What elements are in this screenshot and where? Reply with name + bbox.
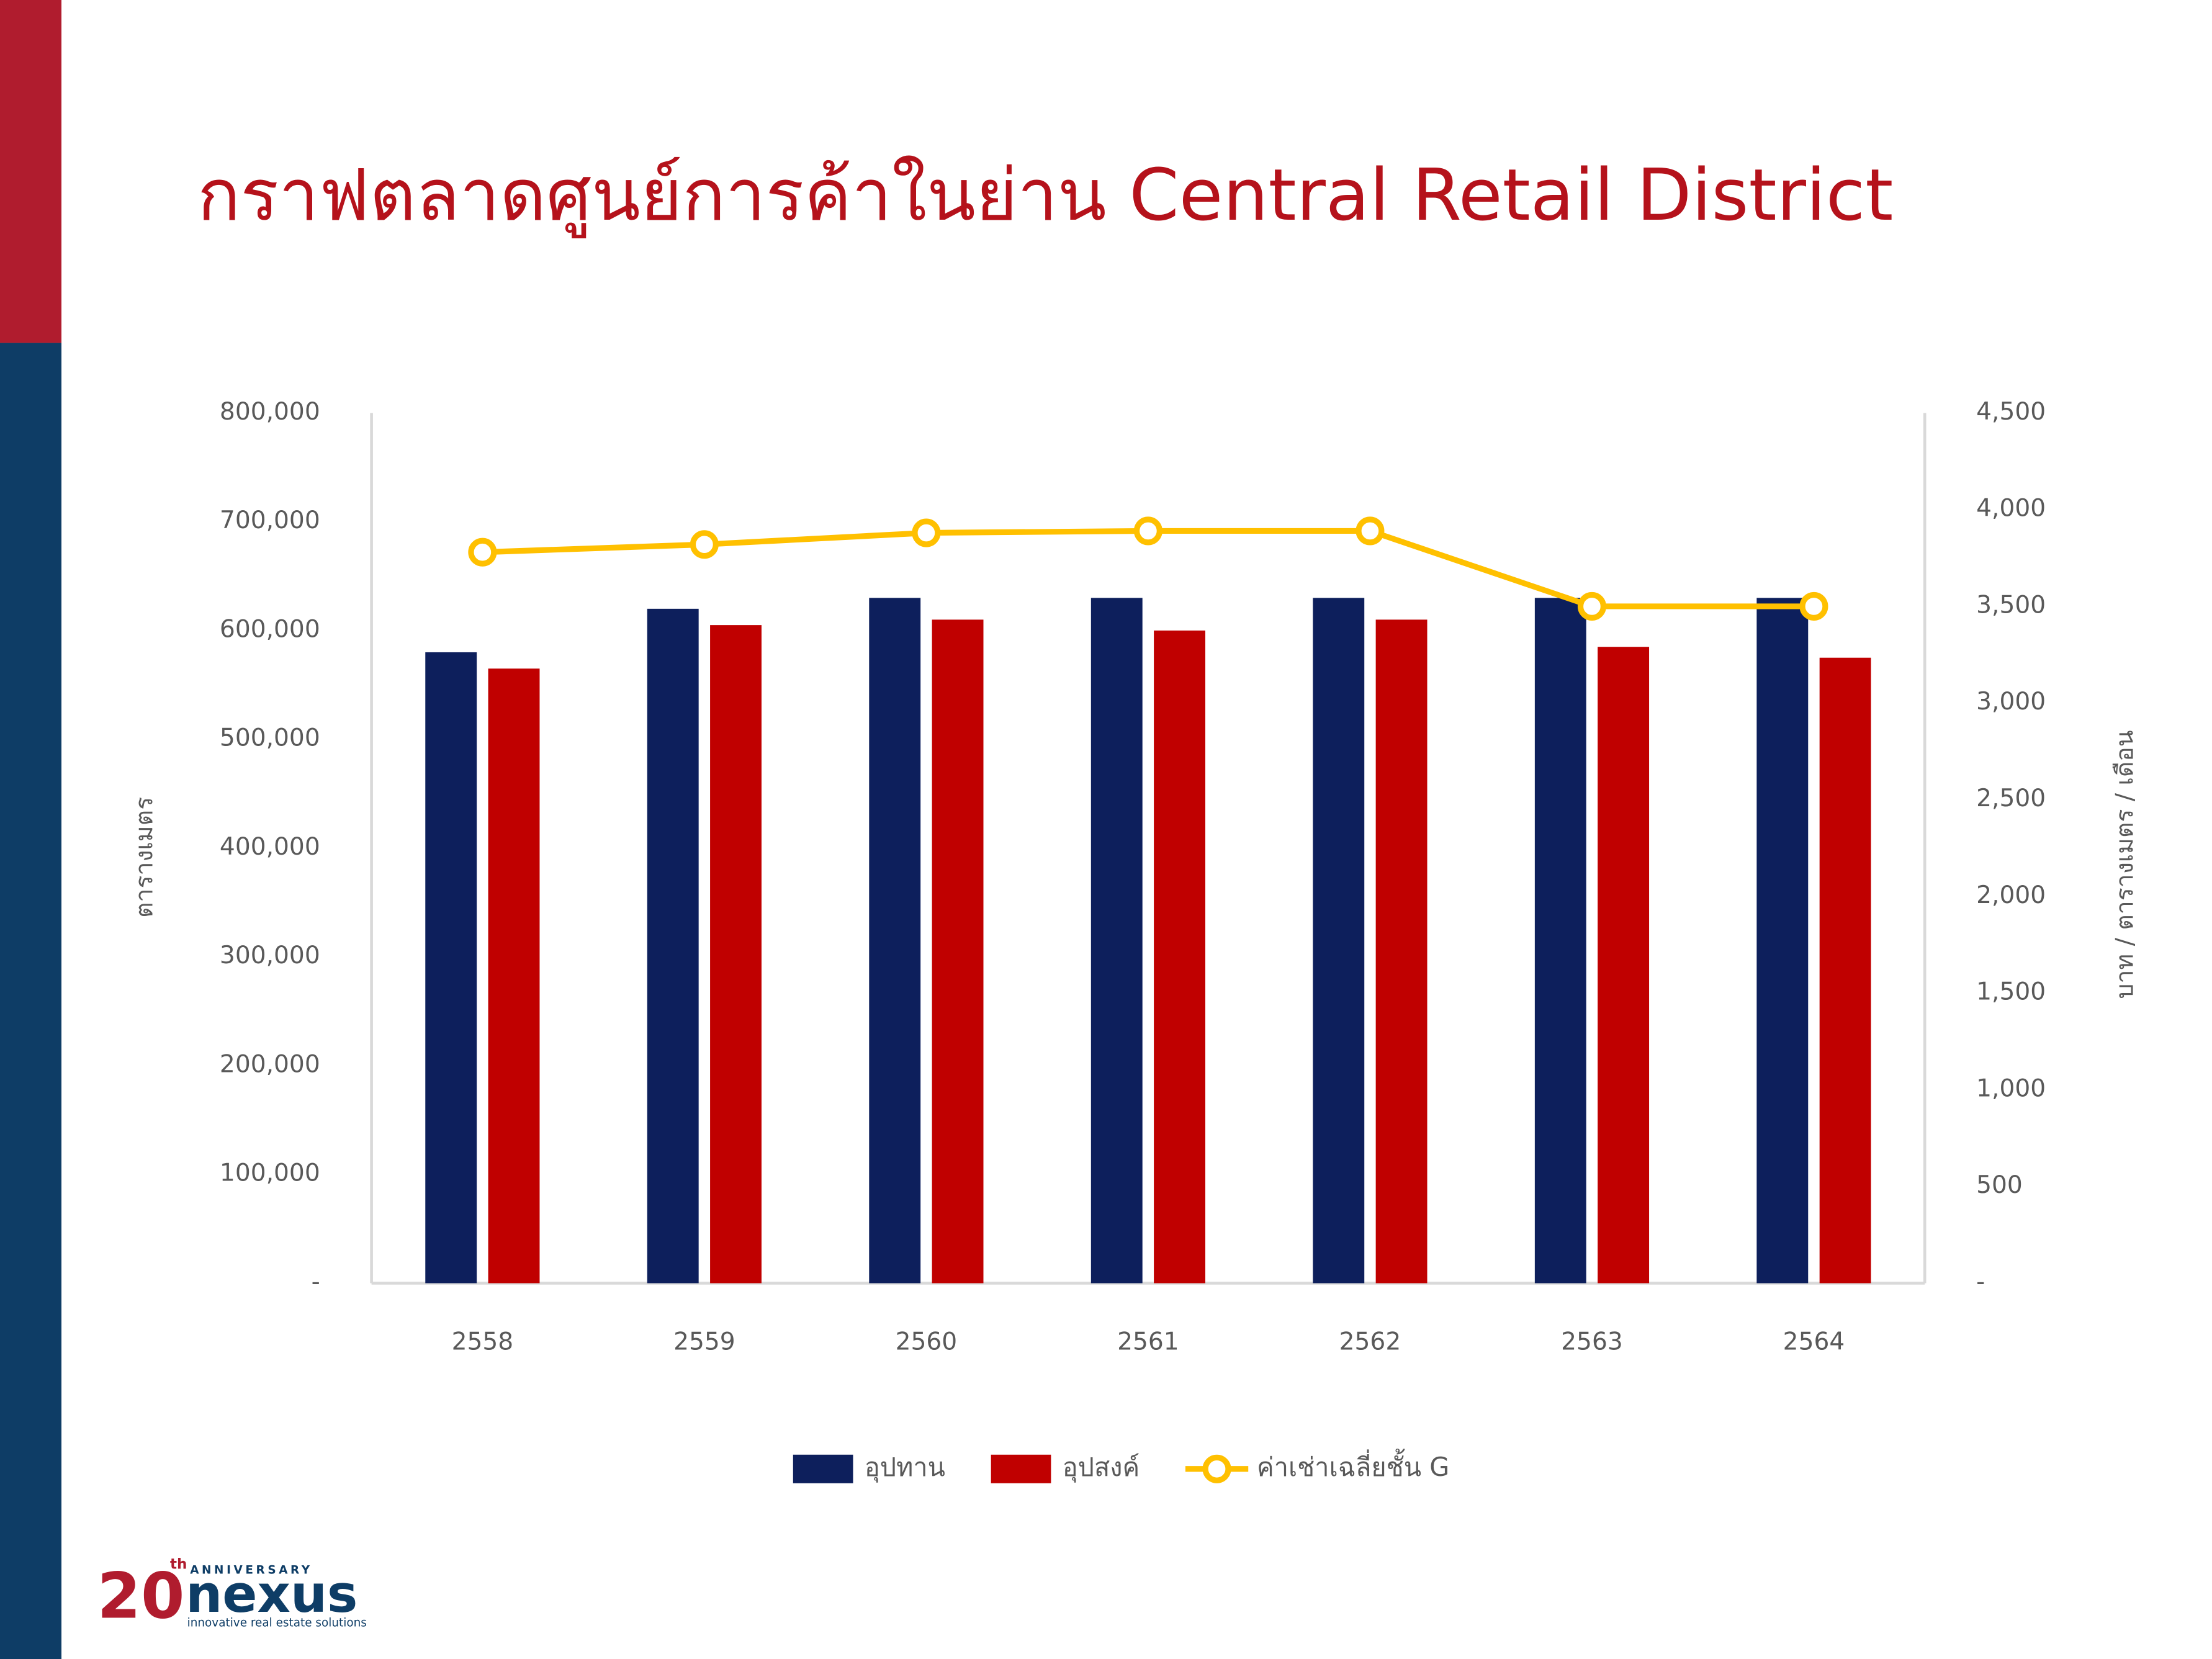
y2-tick-label: 2,000: [1976, 881, 2046, 909]
logo-anniversary: ANNIVERSARY: [190, 1563, 313, 1576]
y-tick-label: 300,000: [220, 942, 320, 969]
bar: [425, 652, 477, 1284]
x-tick-label: 2558: [452, 1328, 514, 1356]
y2-tick-label: 4,500: [1976, 398, 2046, 426]
legend-label: ค่าเช่าเฉลี่ยชั้น G: [1257, 1449, 1449, 1482]
bar: [1819, 657, 1871, 1284]
y2-tick-label: 1,000: [1976, 1074, 2046, 1102]
logo-number: 20: [97, 1559, 185, 1632]
y-tick-label: 100,000: [220, 1159, 320, 1187]
y-axis-label: ตารางเมตร: [130, 797, 158, 918]
x-tick-label: 2562: [1339, 1328, 1401, 1356]
x-tick-label: 2563: [1561, 1328, 1623, 1356]
y2-tick-label: 1,500: [1976, 978, 2046, 1006]
y2-tick-label: 500: [1976, 1171, 2023, 1199]
y2-axis-label: บาท / ตารางเมตร / เดือน: [2111, 731, 2139, 999]
legend-marker: [1202, 1454, 1231, 1483]
line-marker: [690, 530, 719, 559]
bar: [1313, 598, 1365, 1284]
legend-swatch: [991, 1454, 1051, 1483]
line-marker: [1356, 516, 1385, 546]
legend-label: อุปสงค์: [1063, 1452, 1140, 1483]
logo: 20 th ANNIVERSARY nexus innovative real …: [97, 1557, 367, 1633]
y-tick-label: 600,000: [220, 615, 320, 643]
y2-tick-label: 3,000: [1976, 688, 2046, 716]
bar: [1090, 598, 1143, 1284]
y-tick-label: 700,000: [220, 506, 320, 534]
legend-label: อุปทาน: [865, 1452, 945, 1483]
y-tick-label: 500,000: [220, 724, 320, 752]
y-tick-label: -: [312, 1268, 320, 1296]
line-marker: [1577, 591, 1606, 621]
y-tick-label: 400,000: [220, 833, 320, 861]
logo-tagline: innovative real estate solutions: [187, 1616, 367, 1629]
side-stripe-red: [0, 0, 61, 343]
bar: [932, 619, 984, 1284]
bar: [647, 608, 699, 1284]
y2-tick-label: 4,000: [1976, 495, 2046, 523]
logo-suffix: th: [170, 1557, 187, 1573]
x-tick-label: 2560: [896, 1328, 958, 1356]
line-marker: [1133, 516, 1162, 546]
y2-tick-label: 2,500: [1976, 785, 2046, 812]
logo-name: nexus: [186, 1564, 357, 1624]
x-tick-label: 2559: [673, 1328, 735, 1356]
y2-tick-label: 3,500: [1976, 591, 2046, 619]
bar: [1154, 630, 1206, 1284]
bar: [1375, 619, 1427, 1284]
y-tick-label: 200,000: [220, 1050, 320, 1078]
legend-swatch: [793, 1454, 853, 1483]
slide-title: กราฟตลาดศูนย์การค้าในย่าน Central Retail…: [197, 154, 1894, 238]
side-stripe-navy: [0, 343, 61, 1659]
bar: [1756, 598, 1809, 1284]
x-tick-label: 2561: [1117, 1328, 1179, 1356]
y-tick-label: 800,000: [220, 398, 320, 426]
line-marker: [468, 537, 497, 567]
y2-tick-label: -: [1976, 1268, 1985, 1296]
line-marker: [1799, 591, 1828, 621]
bar: [1534, 598, 1586, 1284]
x-tick-label: 2564: [1783, 1328, 1845, 1356]
bar: [1598, 647, 1650, 1284]
bar: [869, 598, 921, 1284]
bar: [710, 625, 762, 1284]
line-marker: [912, 518, 941, 547]
bar: [488, 668, 540, 1284]
